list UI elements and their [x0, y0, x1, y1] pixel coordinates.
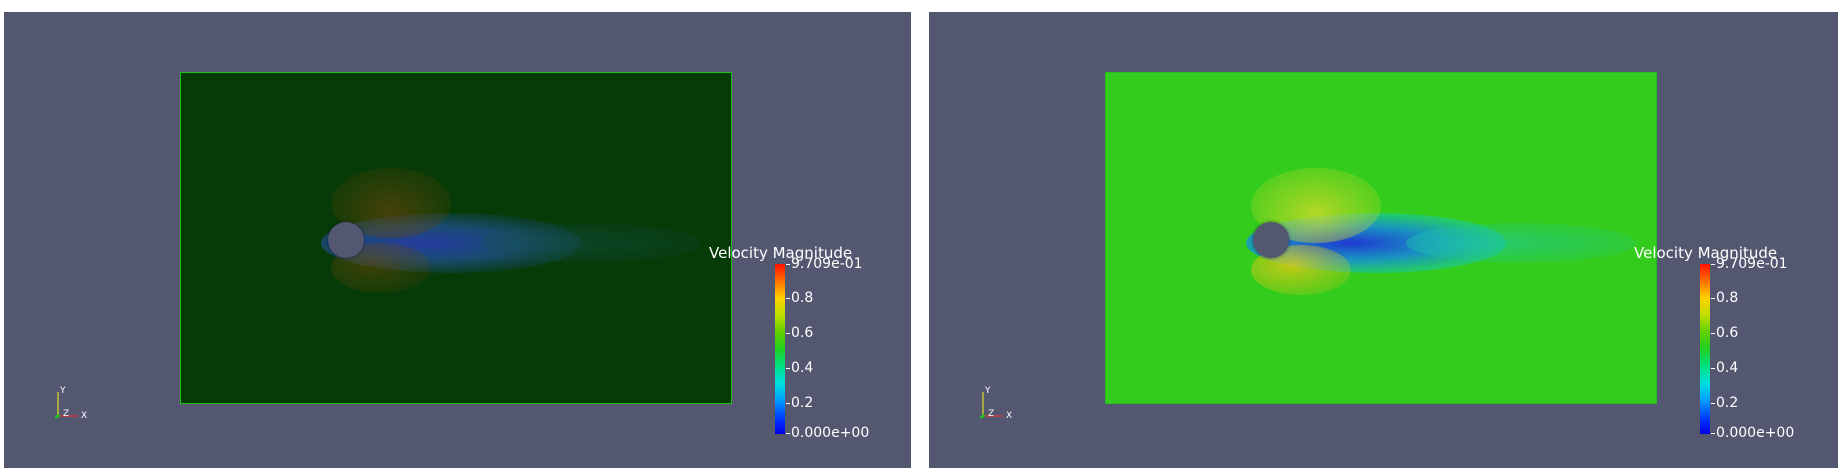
legend-tick	[786, 403, 790, 404]
axis-x-label: X	[1006, 411, 1013, 421]
legend-tick-label: 0.6	[1716, 325, 1739, 341]
legend-title: Velocity Magnitude	[1634, 244, 1778, 262]
velocity-field-plot	[180, 72, 732, 404]
legend-tick-label: 0.8	[791, 290, 814, 306]
legend-tick	[1711, 433, 1715, 434]
legend-tick	[1711, 333, 1715, 334]
color-legend: Velocity Magnitude 9.709e-01 0.8 0.6 0.4…	[1634, 244, 1834, 454]
legend-max-label: 9.709e-01	[791, 256, 863, 272]
legend-tick-label: 0.2	[1716, 395, 1739, 411]
legend-tick-label: 0.6	[791, 325, 814, 341]
velocity-field-plot	[1105, 72, 1657, 404]
legend-tick	[786, 264, 790, 265]
wake-tail	[481, 223, 701, 263]
legend-tick	[786, 368, 790, 369]
colorbar	[775, 264, 785, 434]
axis-y-label: Y	[985, 386, 991, 396]
axes-triad-icon	[979, 392, 1003, 419]
colorbar	[1700, 264, 1710, 434]
axis-y-label: Y	[60, 386, 66, 396]
legend-tick	[1711, 403, 1715, 404]
axis-x-label: X	[81, 411, 88, 421]
legend-tick-label: 0.4	[791, 360, 814, 376]
legend-tick	[786, 333, 790, 334]
legend-max-label: 9.709e-01	[1716, 256, 1788, 272]
legend-min-label: 0.000e+00	[1716, 425, 1795, 441]
color-legend: Velocity Magnitude 9.709e-01 0.8 0.6 0.4…	[709, 244, 909, 454]
cylinder-obstacle	[1253, 222, 1289, 258]
legend-tick	[1711, 298, 1715, 299]
orientation-axes: Y Z X	[979, 384, 1029, 424]
axis-z-label: Z	[63, 409, 70, 419]
legend-tick	[786, 433, 790, 434]
wake-tail	[1406, 223, 1636, 263]
legend-tick-label: 0.8	[1716, 290, 1739, 306]
legend-tick	[786, 298, 790, 299]
render-viewport-left[interactable]: Velocity Magnitude 9.709e-01 0.8 0.6 0.4…	[4, 12, 911, 468]
legend-tick	[1711, 368, 1715, 369]
legend-tick	[1711, 264, 1715, 265]
cylinder-obstacle	[328, 222, 364, 258]
legend-title: Velocity Magnitude	[709, 244, 853, 262]
axes-triad-icon	[54, 392, 78, 419]
axis-z-label: Z	[988, 409, 995, 419]
legend-tick-label: 0.4	[1716, 360, 1739, 376]
legend-tick-label: 0.2	[791, 395, 814, 411]
render-viewport-right[interactable]: Velocity Magnitude 9.709e-01 0.8 0.6 0.4…	[929, 12, 1838, 468]
legend-min-label: 0.000e+00	[791, 425, 870, 441]
orientation-axes: Y Z X	[54, 384, 104, 424]
